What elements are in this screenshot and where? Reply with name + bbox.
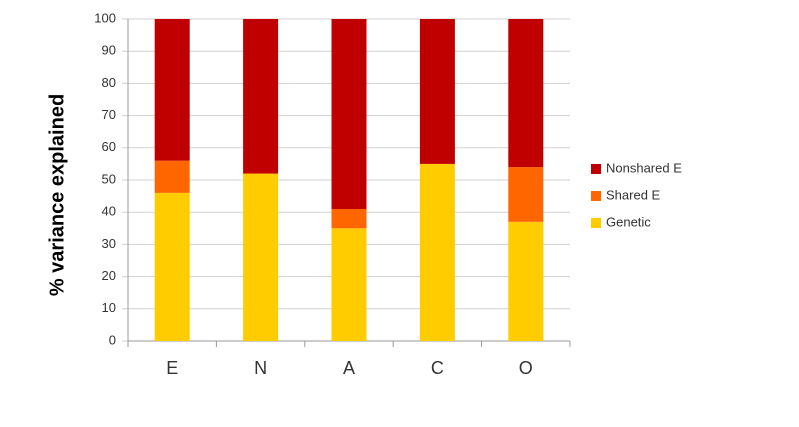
y-tick-label: 20 [102, 268, 116, 283]
legend-label: Shared E [606, 187, 661, 202]
y-tick-label: 40 [102, 204, 116, 219]
bar-segment [419, 163, 455, 341]
bar-segment [154, 160, 190, 193]
bar-segment [243, 19, 279, 174]
x-tick-label: C [431, 358, 444, 378]
x-tick-label: N [254, 358, 267, 378]
bar-segment [243, 173, 279, 341]
bar-segment [508, 221, 544, 341]
bar-segment [154, 19, 190, 161]
y-tick-label: 70 [102, 107, 116, 122]
bar-segment [508, 167, 544, 222]
legend-swatch [591, 218, 601, 228]
y-tick-label: 10 [102, 300, 116, 315]
y-tick-label: 90 [102, 43, 116, 58]
x-tick-label: E [166, 358, 178, 378]
bar-segment [508, 19, 544, 168]
y-tick-label: 60 [102, 139, 116, 154]
y-tick-label: 30 [102, 236, 116, 251]
legend-label: Nonshared E [606, 160, 682, 175]
bar-segment [331, 228, 367, 341]
y-axis-label: % variance explained [46, 94, 68, 296]
y-tick-label: 0 [109, 332, 116, 347]
y-tick-label: 50 [102, 171, 116, 186]
legend-swatch [591, 191, 601, 201]
y-tick-label: 80 [102, 75, 116, 90]
legend-swatch [591, 164, 601, 174]
bar-segment [331, 208, 367, 229]
bar-segment [331, 19, 367, 209]
legend-label: Genetic [606, 214, 651, 229]
x-tick-label: O [519, 358, 533, 378]
bar-segment [154, 192, 190, 341]
bar-segment [419, 19, 455, 164]
x-tick-label: A [343, 358, 355, 378]
y-tick-label: 100 [94, 10, 116, 25]
